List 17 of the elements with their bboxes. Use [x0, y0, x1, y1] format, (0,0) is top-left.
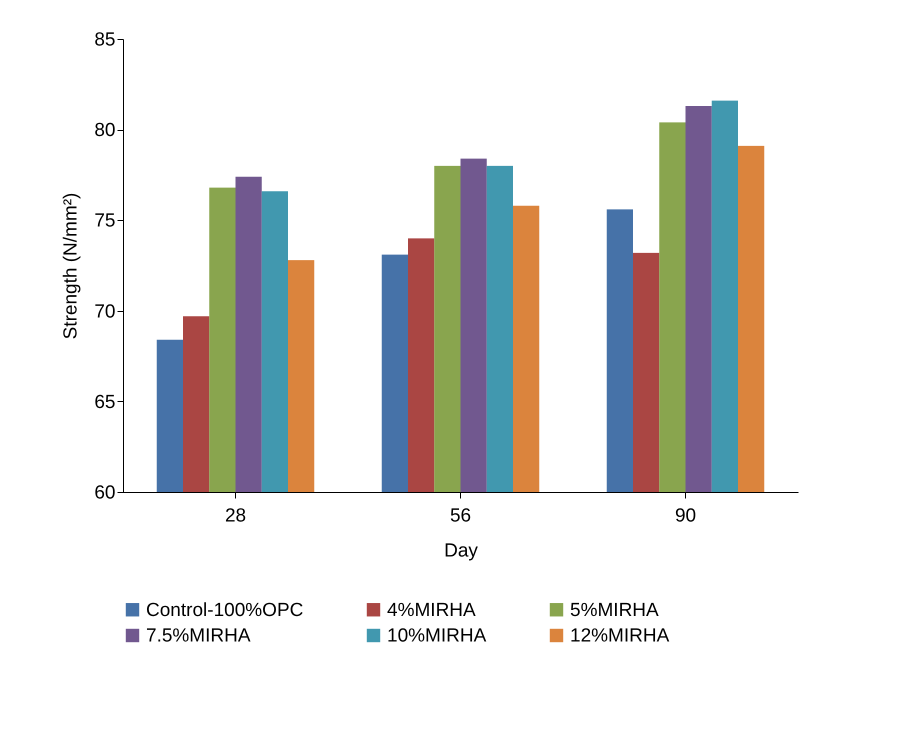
x-tick-label: 56: [450, 506, 472, 526]
x-axis-title: Day: [444, 540, 478, 562]
legend-label: 12%MIRHA: [570, 626, 670, 646]
y-tick-label: 80: [94, 120, 116, 142]
y-tick-label: 65: [94, 392, 116, 413]
legend-label: 7.5%MIRHA: [146, 626, 251, 646]
y-tick-label: 70: [94, 301, 116, 322]
y-tick-label: 85: [94, 30, 116, 50]
y-tick-label: 60: [94, 482, 116, 504]
legend-label: 4%MIRHA: [387, 600, 476, 621]
x-tick-label: 90: [674, 506, 696, 526]
x-tick-label: 28: [224, 506, 246, 526]
y-axis-title: Strength (N/mm²): [60, 192, 82, 340]
y-tick-label: 75: [94, 210, 116, 232]
legend-label: Control-100%OPC: [146, 600, 304, 621]
legend-label: 5%MIRHA: [570, 600, 660, 621]
legend-label: 10%MIRHA: [387, 626, 487, 646]
